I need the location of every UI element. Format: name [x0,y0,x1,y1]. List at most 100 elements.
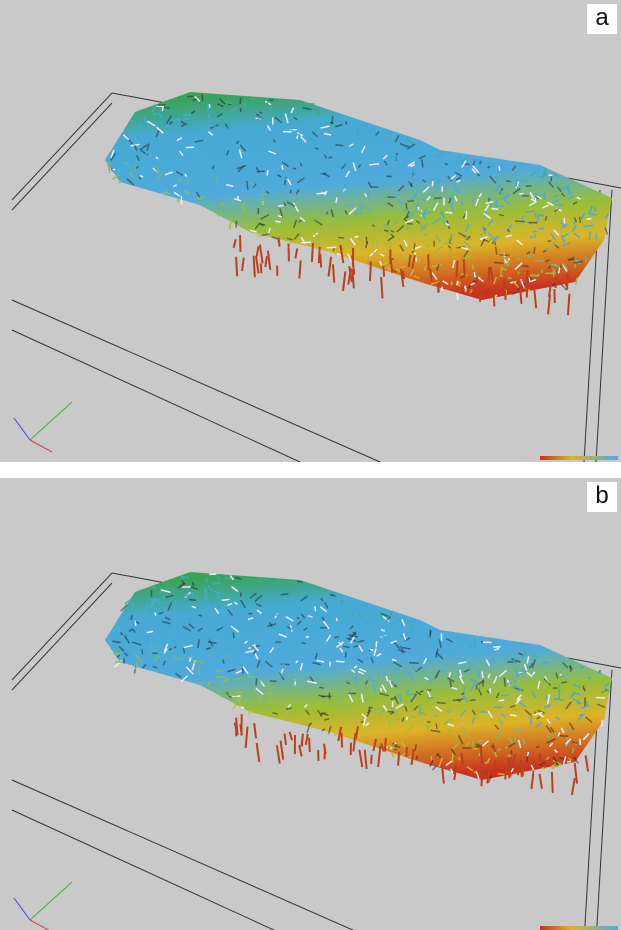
texture [263,211,266,212]
texture [499,700,504,701]
texture [332,116,333,124]
texture [241,593,242,597]
fringe [257,743,260,762]
fringe [552,772,553,793]
box-edge [30,920,52,930]
fringe [257,246,259,256]
texture [223,660,224,664]
fringe [246,727,248,748]
fringe [508,758,509,778]
fringe [462,753,463,764]
texture [515,734,516,743]
texture [479,671,480,677]
fringe [438,284,439,293]
texture [459,733,464,734]
texture [115,661,123,662]
texture [281,664,290,665]
texture [359,231,360,241]
texture [222,599,230,600]
texture [551,176,552,181]
texture [292,142,296,143]
texture [445,212,452,213]
texture [452,753,453,763]
texture [336,145,344,146]
texture [434,715,438,716]
fringe [285,734,286,745]
box-edge [30,882,72,920]
texture [535,234,536,238]
texture [436,724,437,729]
texture [369,164,379,165]
texture [315,606,316,611]
fringe [256,256,258,273]
fringe [381,277,382,298]
texture [534,247,535,254]
texture [365,729,366,732]
scene [12,572,621,930]
texture [257,171,265,172]
texture [267,170,268,175]
fringe [329,257,332,277]
fringe [378,746,380,767]
texture [145,606,149,607]
texture [409,663,419,664]
texture [459,757,460,760]
fringe [464,259,465,275]
texture [507,755,510,756]
texture [392,623,393,628]
porous-structure [105,572,612,780]
texture [445,164,448,165]
fringe [359,750,362,767]
texture [319,687,324,688]
box-edge [12,573,112,680]
texture [369,735,376,736]
texture [556,181,557,184]
texture [191,129,192,132]
fringe [341,733,342,748]
fringe [309,738,310,752]
fringe [277,745,280,763]
texture [580,217,581,223]
texture [556,205,564,206]
texture [391,698,395,699]
fringe [242,258,244,271]
texture [261,579,262,589]
texture [404,210,409,211]
fringe [493,289,494,307]
texture [214,605,215,613]
fringe [534,288,536,309]
fringe [312,243,313,262]
fringe [548,295,550,315]
texture [135,165,136,172]
texture [474,272,475,277]
box-edge [12,810,300,930]
texture [383,670,384,677]
texture [334,121,335,127]
box-edge [12,103,112,210]
fringe [343,271,345,290]
texture [278,206,283,207]
fringe [531,771,533,789]
fringe [333,264,334,282]
texture [349,233,350,238]
fringe [477,277,478,290]
page: a b (() => { const data = JSON.parse(doc… [0,0,621,930]
texture [302,158,303,163]
box-edge [30,402,72,440]
texture [230,220,232,229]
panel-label: b [587,482,617,512]
box-edge [12,93,112,200]
texture [354,722,358,723]
texture [182,119,190,120]
fringe [281,741,284,760]
texture [496,204,497,208]
texture [506,181,511,182]
box-edge [14,418,30,440]
box-edge [12,330,300,462]
texture [250,99,255,100]
texture [327,247,337,248]
texture [458,668,463,669]
texture [544,193,545,200]
texture [119,181,120,184]
texture [297,581,303,582]
